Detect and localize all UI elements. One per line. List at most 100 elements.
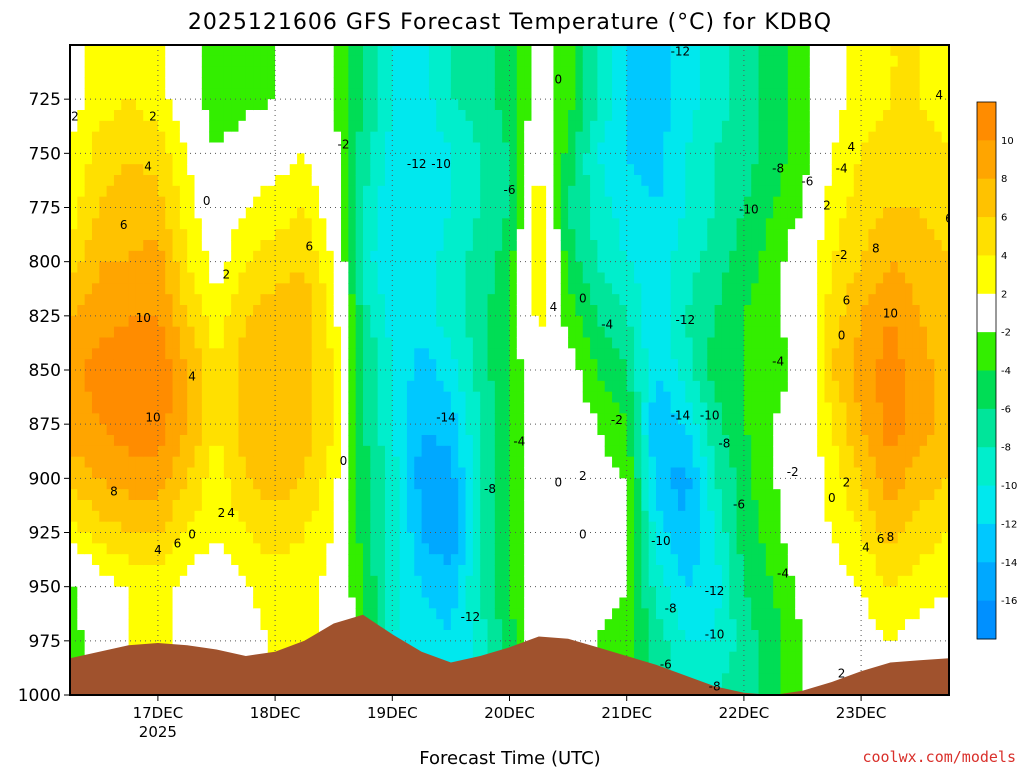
field-cell [553,283,562,295]
field-cell [99,153,108,165]
field-cell [421,619,430,631]
field-cell [524,478,533,490]
field-cell [326,608,335,620]
field-cell [348,565,357,577]
field-cell [502,110,511,122]
field-cell [414,66,423,79]
field-cell [150,142,159,154]
field-cell [450,229,459,241]
field-cell [106,110,115,122]
field-cell [590,532,598,544]
field-cell [641,77,650,89]
field-cell [99,261,108,274]
field-cell [538,66,547,79]
field-cell [406,630,415,642]
field-cell [194,99,203,111]
field-cell [450,554,459,566]
field-cell [201,391,210,404]
field-cell [106,565,115,577]
field-cell [436,66,445,79]
field-cell [223,586,232,599]
field-cell [348,413,357,425]
field-cell [472,207,481,219]
field-cell [91,435,100,447]
field-cell [172,218,181,230]
field-cell [304,413,313,425]
field-cell [289,489,298,501]
field-cell [626,380,635,393]
field-cell [509,66,518,79]
field-cell [91,283,100,295]
field-cell [289,131,298,144]
field-cell [487,456,496,469]
field-cell [311,489,320,501]
field-cell [275,543,284,555]
field-cell [194,510,203,523]
field-cell [399,218,408,230]
field-cell [487,391,496,404]
field-cell [209,608,218,620]
field-cell [421,66,430,79]
field-cell [648,424,657,436]
field-cell [612,175,620,187]
field-cell [194,608,203,620]
field-cell [150,261,159,274]
field-cell [546,630,555,642]
field-cell [84,88,93,100]
field-cell [179,424,188,436]
field-cell [663,586,672,599]
field-cell [450,45,459,57]
field-cell [304,229,313,241]
field-cell [363,88,371,100]
field-cell [319,435,327,447]
field-cell [326,261,335,274]
field-cell [150,456,159,469]
field-cell [99,175,108,187]
field-cell [663,565,672,577]
field-cell [465,348,474,360]
field-cell [333,175,342,187]
field-cell [355,565,364,577]
field-cell [538,467,547,479]
field-cell [443,110,452,122]
field-cell [84,456,93,469]
field-cell [157,608,166,620]
field-cell [472,120,481,133]
field-cell [634,489,642,501]
field-cell [582,185,591,198]
field-cell [450,435,459,447]
field-cell [392,630,401,642]
field-cell [128,175,137,187]
field-cell [363,229,371,241]
field-cell [348,370,357,382]
field-cell [311,467,320,479]
field-cell [531,315,540,328]
field-cell [458,305,467,317]
field-cell [267,532,276,544]
field-cell [121,326,130,339]
field-cell [209,424,218,436]
field-cell [157,131,166,144]
field-cell [670,565,679,577]
field-cell [370,175,379,187]
field-cell [450,196,459,209]
field-cell [91,402,100,414]
field-cell [509,196,518,209]
field-cell [553,575,562,588]
field-cell [238,218,247,230]
field-cell [590,142,598,154]
field-cell [641,543,650,555]
field-cell [282,99,291,111]
field-cell [553,164,562,176]
field-cell [282,521,291,534]
field-cell [465,99,474,111]
field-cell [472,229,481,241]
field-cell [546,261,555,274]
field-cell [143,164,152,176]
field-cell [443,283,452,295]
field-cell [201,435,210,447]
field-cell [355,326,364,339]
field-cell [157,348,166,360]
field-cell [656,45,664,57]
field-cell [128,88,137,100]
